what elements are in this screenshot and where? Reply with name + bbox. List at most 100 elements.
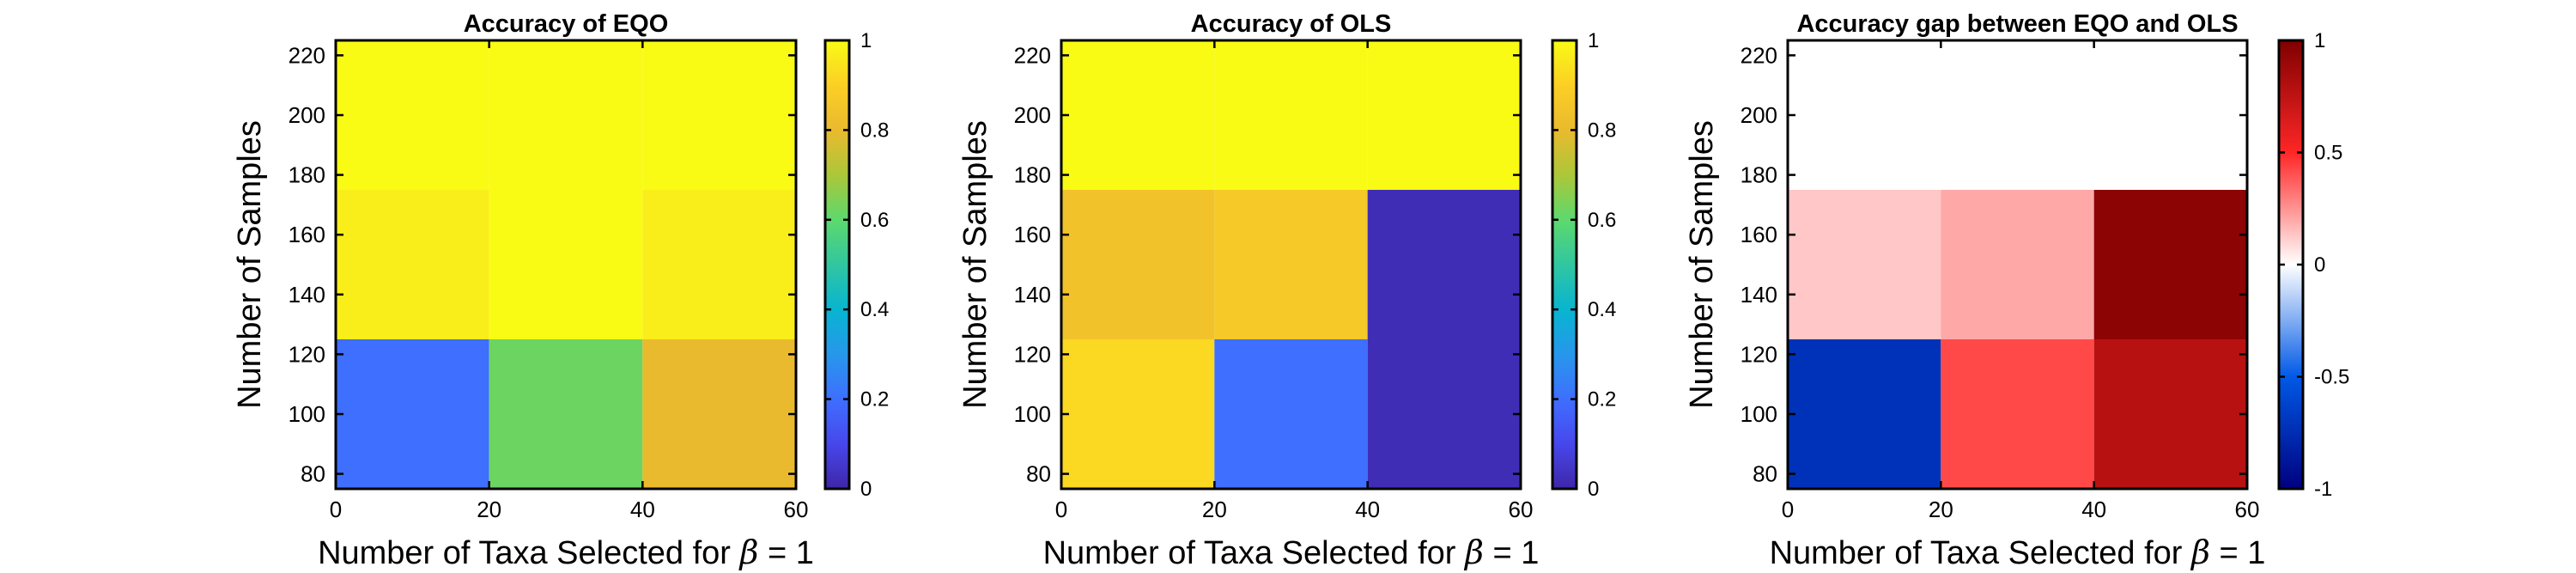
heatmap-cell [1941, 190, 2094, 339]
colorbar: 0 0.2 0.4 0.6 0.8 1 [1551, 29, 1616, 501]
colorbar-frame [823, 39, 851, 491]
colorbar-frame [1551, 39, 1578, 491]
x-tick-label: 20 [477, 497, 501, 522]
y-tick-label: 220 [1014, 42, 1051, 68]
colorbar-tick-label: -0.5 [2314, 366, 2349, 389]
panel-title: Accuracy of OLS [1191, 10, 1392, 38]
y-tick-label: 200 [1014, 102, 1051, 128]
colorbar-tick-label: 0.4 [860, 298, 889, 321]
colorbar-gradient [825, 40, 849, 489]
heatmap-cell [642, 190, 796, 339]
colorbar-tick-label: 0.6 [860, 209, 889, 232]
x-tick-label: 60 [2235, 497, 2260, 522]
heatmap-cell [642, 40, 796, 190]
x-tick-label: 20 [1929, 497, 1953, 522]
colorbar-tick-label: 0 [860, 478, 872, 501]
x-tick-label: 60 [784, 497, 809, 522]
y-axis-label: Number of Samples [957, 120, 993, 409]
x-tick-label: 40 [1355, 497, 1380, 522]
plot-frame [1060, 39, 1522, 491]
colorbar-tick-label: 0.4 [1588, 298, 1616, 321]
colorbar-tick-label: 1 [1588, 29, 1599, 52]
colorbar-tick-label: 0.2 [1588, 388, 1616, 411]
heatmap-cell [2093, 40, 2247, 190]
x-tick-label: 0 [330, 497, 342, 522]
heatmap-cell [489, 40, 643, 190]
y-axis-label: Number of Samples [1684, 120, 1720, 409]
heatmap-cell [489, 339, 643, 489]
heatmap-cell [489, 190, 643, 339]
panel-title: Accuracy of EQO [464, 10, 669, 38]
colorbar-tick-label: 0.8 [1588, 119, 1616, 142]
heatmap-panel-3: 0 20 40 60 80 100 120 140 160 180 200 220 Accuracy g… [1684, 10, 2349, 571]
x-tick-label: 40 [630, 497, 655, 522]
heatmap-cell [2093, 339, 2247, 489]
y-tick-label: 80 [1026, 461, 1051, 487]
heatmap-cell [1941, 40, 2094, 190]
heatmap-panel-2: 0 20 40 60 80 100 120 140 160 180 200 220 Accuracy o… [957, 10, 1616, 571]
panel-title: Accuracy gap between EQO and OLS [1796, 10, 2238, 38]
plot-frame [1786, 39, 2249, 491]
heatmap-cell [1788, 339, 1941, 489]
heatmap-cell [1367, 40, 1521, 190]
y-tick-label: 140 [1741, 282, 1777, 308]
heatmap-cell [1367, 190, 1521, 339]
y-tick-label: 120 [1014, 341, 1051, 367]
colorbar-tick-label: 1 [860, 29, 872, 52]
y-tick-label: 200 [289, 102, 325, 128]
heatmap-cell [336, 40, 489, 190]
y-tick-label: 220 [289, 42, 325, 68]
colorbar-gradient [1552, 40, 1577, 489]
y-tick-label: 120 [1741, 341, 1777, 367]
y-tick-label: 180 [289, 162, 325, 188]
x-axis-label: Number of Taxa Selected for β = 1 [1043, 533, 1540, 571]
heatmap-cell [1061, 190, 1215, 339]
heatmap-cell [1061, 40, 1215, 190]
heatmap-cell [2093, 190, 2247, 339]
heatmap-cell [1367, 339, 1521, 489]
colorbar-tick-label: 0 [2314, 253, 2325, 277]
colorbar-tick-label: 0.2 [860, 388, 889, 411]
heatmap-cell [1214, 190, 1368, 339]
y-tick-label: 100 [1741, 401, 1777, 427]
y-tick-label: 180 [1014, 162, 1051, 188]
y-tick-label: 180 [1741, 162, 1777, 188]
y-tick-label: 160 [1741, 222, 1777, 247]
y-tick-label: 220 [1741, 42, 1777, 68]
x-tick-label: 0 [1055, 497, 1067, 522]
colorbar-tick-label: 0 [1588, 478, 1599, 501]
y-tick-label: 100 [289, 401, 325, 427]
y-axis-label: Number of Samples [232, 120, 268, 409]
y-tick-label: 140 [1014, 282, 1051, 308]
y-tick-label: 120 [289, 341, 325, 367]
colorbar: -1 -0.5 0 0.5 1 [2277, 29, 2349, 501]
colorbar-tick-label: 0.8 [860, 119, 889, 142]
x-tick-label: 0 [1782, 497, 1794, 522]
heatmap-cell [336, 339, 489, 489]
heatmap-cell [1061, 339, 1215, 489]
y-tick-label: 160 [1014, 222, 1051, 247]
heatmap-cell [1214, 339, 1368, 489]
x-axis-label: Number of Taxa Selected for β = 1 [1770, 533, 2266, 571]
heatmap-cell [642, 339, 796, 489]
x-axis-label: Number of Taxa Selected for β = 1 [318, 533, 814, 571]
y-tick-label: 80 [1753, 461, 1777, 487]
y-tick-label: 160 [289, 222, 325, 247]
colorbar-tick-label: 0.6 [1588, 209, 1616, 232]
colorbar-tick-label: 1 [2314, 29, 2325, 52]
y-tick-label: 100 [1014, 401, 1051, 427]
heatmap-cell [1941, 339, 2094, 489]
heatmap-cell [1788, 190, 1941, 339]
colorbar: 0 0.2 0.4 0.6 0.8 1 [823, 29, 889, 501]
heatmap-cell [1788, 40, 1941, 190]
y-tick-label: 200 [1741, 102, 1777, 128]
x-tick-label: 20 [1202, 497, 1227, 522]
x-tick-label: 40 [2081, 497, 2106, 522]
colorbar-tick-label: 0.5 [2314, 142, 2342, 165]
y-tick-label: 80 [301, 461, 325, 487]
colorbar-tick-label: -1 [2314, 478, 2332, 501]
x-tick-label: 60 [1509, 497, 1534, 522]
heatmap-cell [1214, 40, 1368, 190]
heatmap-panel-1: 0 20 40 60 80 100 120 140 160 180 200 220 Accuracy o… [232, 10, 889, 571]
